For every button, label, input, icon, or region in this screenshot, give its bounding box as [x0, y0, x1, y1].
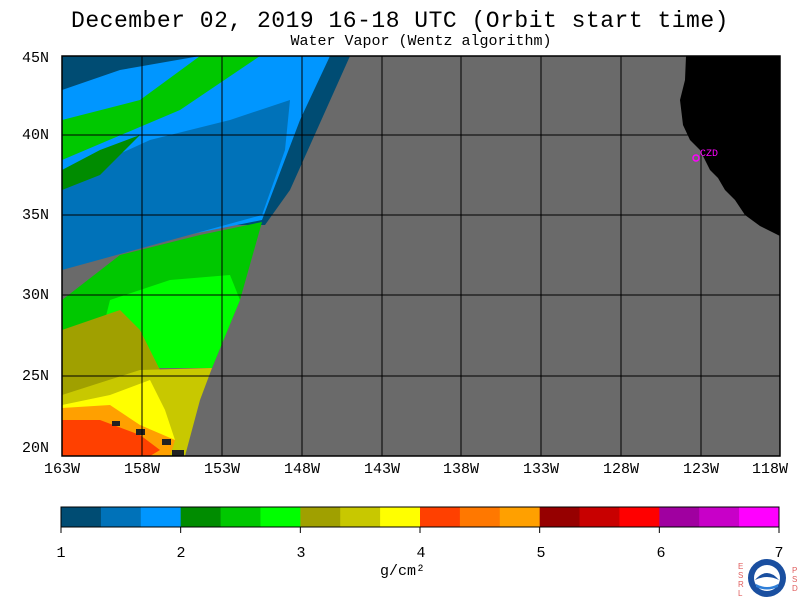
band-red-orange [62, 420, 160, 456]
logo-left-letter-s: S [738, 571, 744, 580]
colorbar-swatch-17 [699, 507, 740, 527]
lon-label-138w: 138W [442, 461, 479, 478]
colorbar-swatch-11 [459, 507, 501, 527]
colorbar-swatch-4 [180, 507, 222, 527]
lon-label-128w: 128W [602, 461, 639, 478]
island-hawaii [172, 450, 184, 456]
logo-left-letter-e: E [738, 562, 744, 571]
island-kauai [112, 421, 120, 426]
station-marker [692, 154, 700, 162]
colorbar-swatch-2 [100, 507, 142, 527]
noaa-logo-inner [754, 565, 780, 591]
colorbar-tick-7: 7 [774, 545, 784, 562]
lat-label-35n: 35N [22, 207, 50, 224]
colorbar-swatch-12 [499, 507, 541, 527]
lon-label-123w: 123W [682, 461, 719, 478]
lon-label-148w: 148W [283, 461, 320, 478]
logo-right-letter-d: D [792, 584, 798, 593]
north-america-land [680, 56, 780, 236]
colorbar-swatch-5 [220, 507, 261, 527]
colorbar-tick-1: 1 [56, 545, 66, 562]
water-vapor-swath [62, 56, 350, 456]
colorbar-swatch-3 [140, 507, 182, 527]
colorbar-tick-3: 3 [296, 545, 306, 562]
map-subtitle: Water Vapor (Wentz algorithm) [290, 33, 552, 50]
band-green-top [62, 56, 260, 160]
logo-right-letter-s: S [792, 575, 798, 584]
colorbar-swatch-8 [340, 507, 381, 527]
colorbar-swatch-1 [61, 507, 102, 527]
colorbar-tick-2: 2 [176, 545, 186, 562]
colorbar-swatch-9 [380, 507, 421, 527]
map-frame [61, 55, 781, 457]
lat-label-45n: 45N [22, 50, 50, 67]
map-gridlines [62, 56, 780, 456]
colorbar-swatch-6 [260, 507, 301, 527]
lon-label-163w: 163W [43, 461, 80, 478]
lat-label-25n: 25N [22, 368, 50, 385]
map-title: December 02, 2019 16-18 UTC (Orbit start… [71, 8, 729, 34]
colorbar-swatch-18 [739, 507, 780, 527]
noaa-logo: E S R L P S D [734, 556, 800, 600]
lon-label-143w: 143W [363, 461, 400, 478]
band-med-blue [62, 100, 290, 270]
colorbar-swatch-14 [579, 507, 620, 527]
noaa-logo-wave-icon [756, 584, 778, 590]
logo-left-letter-r: R [738, 580, 744, 589]
island-oahu [136, 429, 145, 435]
logo-right-letter-p: P [792, 566, 798, 575]
colorbar-swatch-10 [420, 507, 461, 527]
lon-label-133w: 133W [522, 461, 559, 478]
colorbar-tick-6: 6 [656, 545, 666, 562]
lat-label-40n: 40N [22, 127, 50, 144]
hawaiian-islands [112, 421, 184, 456]
colorbar-units: g/cm² [380, 563, 426, 580]
colorbar-tick-4: 4 [416, 545, 426, 562]
colorbar [60, 506, 780, 533]
band-dark-green [62, 135, 140, 190]
colorbar-tick-5: 5 [536, 545, 546, 562]
colorbar-swatch-13 [539, 507, 581, 527]
noaa-logo-bird-icon [755, 573, 779, 580]
island-maui [162, 439, 171, 445]
lon-label-118w: 118W [751, 461, 788, 478]
colorbar-swatch-16 [659, 507, 700, 527]
lat-label-20n: 20N [22, 440, 50, 457]
station-label: CZD [700, 149, 718, 160]
logo-left-letter-l: L [738, 589, 743, 598]
lat-label-30n: 30N [22, 287, 50, 304]
colorbar-swatch-7 [300, 507, 341, 527]
lon-label-158w: 158W [123, 461, 160, 478]
lon-label-153w: 153W [203, 461, 240, 478]
colorbar-swatch-15 [619, 507, 660, 527]
